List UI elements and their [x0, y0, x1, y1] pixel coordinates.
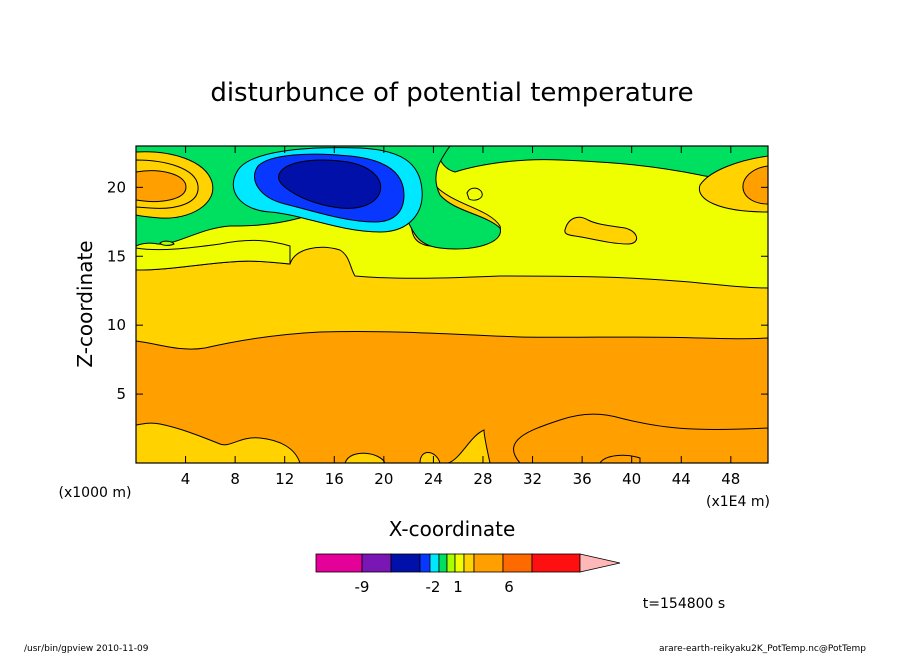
y-tick-label: 15	[107, 247, 126, 265]
x-tick-label: 32	[523, 470, 542, 488]
x-tick-label: 28	[473, 470, 492, 488]
region-small-orange-blob	[564, 216, 638, 245]
colorbar-swatch	[315, 553, 363, 573]
chart-title: disturbunce of potential temperature	[210, 78, 693, 108]
x-axis-unit: (x1E4 m)	[706, 494, 770, 510]
y-axis: 5 10 15 20	[107, 178, 768, 403]
time-label: t=154800 s	[643, 596, 725, 612]
y-tick-label: 20	[107, 178, 126, 196]
colorbar-swatch	[446, 553, 456, 573]
colorbar-swatch	[390, 553, 421, 573]
x-tick-label: 12	[275, 470, 294, 488]
colorbar-swatch	[361, 553, 392, 573]
footer-left: /usr/bin/gpview 2010-11-09	[24, 644, 149, 654]
region-left-edge-warm-inner	[136, 170, 187, 202]
x-tick-label: 36	[573, 470, 592, 488]
x-tick-label: 8	[230, 470, 240, 488]
x-axis-label: X-coordinate	[389, 517, 516, 541]
contour-field	[136, 146, 768, 463]
x-tick-label: 4	[181, 470, 191, 488]
colorbar-swatch	[473, 553, 504, 573]
colorbar-label: 1	[453, 578, 463, 596]
region-small-green-blob	[159, 240, 175, 246]
colorbar-arrow	[579, 553, 621, 573]
colorbar-label: -9	[355, 578, 370, 596]
colorbar-labels: -9 -2 1 6	[355, 578, 514, 596]
y-tick-label: 10	[107, 316, 126, 334]
y-axis-unit: (x1000 m)	[59, 485, 132, 501]
x-tick-label: 44	[672, 470, 691, 488]
colorbar-swatch	[454, 553, 465, 573]
x-tick-label: 20	[374, 470, 393, 488]
footer-right: arare-earth-reikyaku2K_PotTemp.nc@PotTem…	[659, 644, 866, 654]
colorbar	[315, 553, 621, 573]
x-tick-label: 24	[424, 470, 443, 488]
region-small-yellow-blob	[466, 187, 483, 201]
colorbar-swatch	[502, 553, 533, 573]
y-axis-label: Z-coordinate	[73, 240, 97, 367]
colorbar-swatch	[531, 553, 581, 573]
colorbar-swatch	[419, 553, 431, 573]
colorbar-label: 6	[504, 578, 514, 596]
region-band-3-4	[136, 331, 768, 463]
region-yellow-band-left	[136, 239, 291, 271]
x-axis: 4 8 12 16 20 24 28 32 36 40 44 48	[181, 146, 740, 488]
y-tick-label: 5	[116, 385, 126, 403]
region-band-neg6-neg2	[278, 159, 382, 209]
plot-frame	[135, 145, 769, 464]
colorbar-label: -2	[426, 578, 441, 596]
colorbar-swatch	[438, 553, 448, 573]
x-tick-label: 48	[721, 470, 740, 488]
colorbar-swatch	[429, 553, 440, 573]
region-right-edge-warm-inner	[742, 165, 768, 205]
x-tick-label: 16	[325, 470, 344, 488]
x-tick-label: 40	[622, 470, 641, 488]
colorbar-swatch	[463, 553, 475, 573]
